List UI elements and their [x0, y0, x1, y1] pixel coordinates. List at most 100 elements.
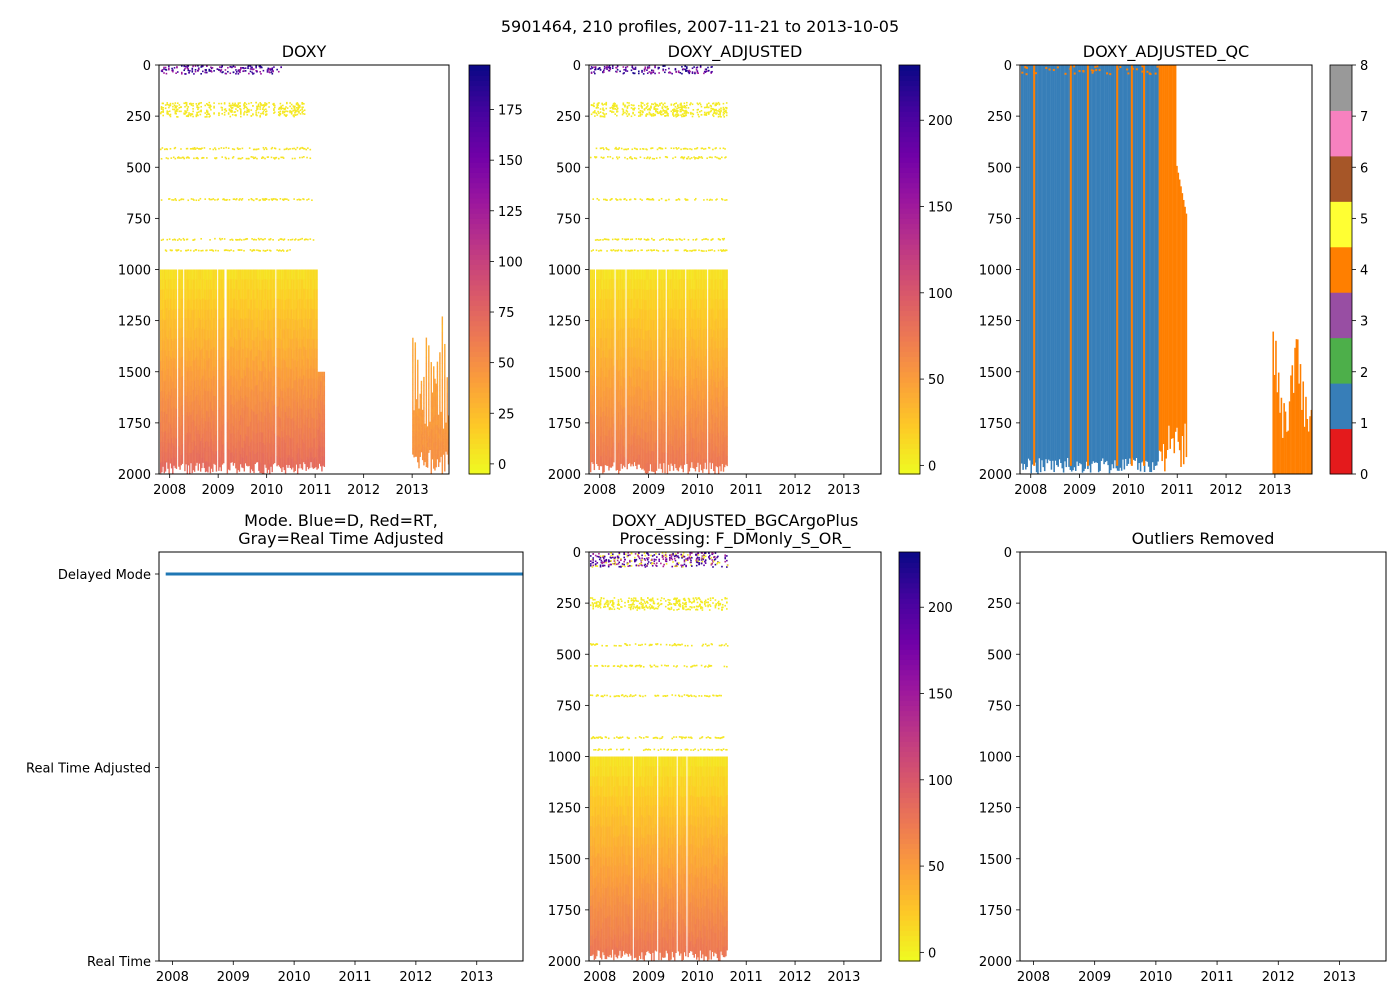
heat-cell: [433, 407, 434, 412]
heat-cell: [182, 425, 183, 435]
heat-cell: [630, 446, 631, 456]
heat-cell: [612, 387, 613, 397]
heat-dot: [229, 239, 231, 241]
heat-cell: [168, 310, 169, 320]
heat-cell: [273, 367, 274, 377]
heat-cell: [623, 289, 624, 299]
heat-cell: [314, 428, 315, 438]
heat-cell: [238, 280, 239, 290]
heat-cell: [261, 341, 262, 351]
heat-cell: [634, 279, 635, 289]
heat-cell: [212, 270, 213, 280]
heat-cell: [618, 300, 619, 310]
heat-cell: [421, 420, 422, 424]
heat-cell: [264, 347, 265, 357]
heat-dot: [248, 103, 250, 105]
heat-cell: [273, 435, 274, 445]
heat-cell: [447, 427, 448, 431]
heat-cell: [308, 359, 309, 369]
heat-cell: [297, 453, 298, 463]
heat-cell: [427, 445, 428, 447]
heat-cell: [618, 310, 619, 320]
heat-cell: [184, 451, 185, 461]
heat-cell: [199, 415, 200, 425]
heat-cell: [279, 447, 280, 457]
heat-dot: [187, 249, 189, 251]
heat-cell: [207, 442, 208, 452]
heat-cell: [421, 431, 422, 435]
heat-dot: [174, 67, 176, 69]
heat-cell: [302, 329, 303, 339]
heat-cell: [200, 270, 201, 280]
heat-cell: [609, 309, 610, 319]
heat-dot: [162, 109, 164, 111]
heat-cell: [301, 418, 302, 428]
heat-cell: [290, 379, 291, 389]
heat-cell: [600, 407, 601, 417]
heat-dot: [225, 108, 227, 110]
heat-cell: [282, 368, 283, 378]
heat-cell: [175, 319, 176, 329]
heat-cell: [171, 438, 172, 448]
heat-cell: [434, 406, 435, 411]
heat-cell: [262, 331, 263, 341]
heat-dot: [292, 158, 294, 160]
heat-cell: [281, 411, 282, 421]
heat-cell: [251, 349, 252, 359]
heat-cell: [292, 270, 293, 280]
heat-cell: [185, 425, 186, 435]
heat-dot: [187, 106, 189, 108]
heat-cell: [170, 337, 171, 347]
heat-cell: [176, 449, 177, 459]
heat-cell: [603, 340, 604, 350]
heat-cell: [431, 401, 432, 407]
heat-cell: [273, 445, 274, 455]
heat-dot: [186, 104, 188, 106]
heat-cell: [189, 270, 190, 280]
heat-cell: [609, 368, 610, 378]
heat-dot: [183, 102, 185, 104]
heat-cell: [211, 289, 212, 299]
heat-cell: [188, 436, 189, 446]
heat-cell: [613, 385, 614, 395]
heat-cell: [215, 318, 216, 328]
heat-cell: [303, 327, 304, 337]
heat-cell: [273, 406, 274, 416]
heat-cell: [161, 401, 162, 411]
heat-cell: [160, 412, 161, 422]
heat-cell: [624, 319, 625, 329]
heat-cell: [160, 341, 161, 351]
heat-cell: [618, 361, 619, 371]
heat-cell: [258, 400, 259, 410]
heat-cell: [171, 299, 172, 309]
heat-cell: [603, 431, 604, 441]
heat-cell: [281, 462, 282, 472]
heat-cell: [191, 320, 192, 330]
heat-cell: [187, 402, 188, 412]
heat-dot: [262, 108, 264, 110]
heat-cell: [223, 424, 224, 434]
heat-dot: [238, 158, 240, 160]
heat-cell: [233, 338, 234, 348]
heat-cell: [630, 338, 631, 348]
heat-cell: [310, 289, 311, 299]
heat-cell: [590, 340, 591, 350]
heat-cell: [246, 309, 247, 319]
heat-dot: [279, 149, 281, 151]
heat-cell: [609, 349, 610, 359]
heat-cell: [273, 386, 274, 396]
heat-cell: [245, 308, 246, 318]
heat-cell: [265, 309, 266, 319]
heat-cell: [438, 438, 439, 441]
heat-cell: [242, 279, 243, 289]
heat-cell: [202, 327, 203, 337]
heat-cell: [185, 270, 186, 280]
heat-cell: [624, 270, 625, 280]
heat-cell: [272, 371, 273, 381]
heat-cell: [623, 387, 624, 397]
heat-cell: [416, 451, 417, 454]
heat-cell: [309, 279, 310, 289]
heat-dot: [187, 68, 189, 70]
heat-cell: [591, 433, 592, 443]
heat-cell: [312, 457, 313, 467]
